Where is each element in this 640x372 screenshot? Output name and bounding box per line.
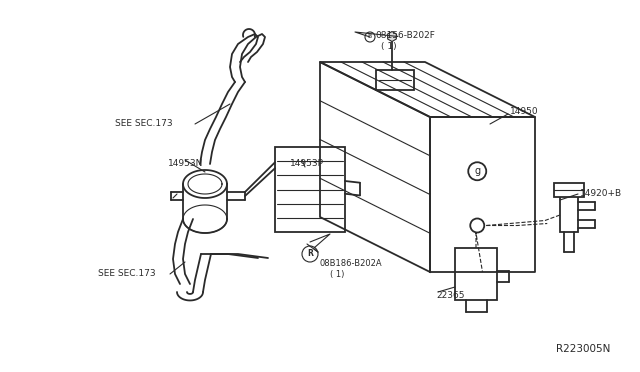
Text: R: R xyxy=(307,250,313,259)
Text: 14953N: 14953N xyxy=(168,160,204,169)
Text: SEE SEC.173: SEE SEC.173 xyxy=(98,269,156,279)
Text: ( 1): ( 1) xyxy=(330,270,344,279)
Bar xyxy=(455,248,497,300)
Text: R223005N: R223005N xyxy=(556,344,610,354)
Bar xyxy=(554,183,584,197)
Text: B: B xyxy=(368,35,372,39)
Text: 08B186-B202A: 08B186-B202A xyxy=(320,260,383,269)
Text: SEE SEC.173: SEE SEC.173 xyxy=(115,119,173,128)
Text: 14950: 14950 xyxy=(510,108,539,116)
Bar xyxy=(275,147,345,232)
Text: 08156-B202F: 08156-B202F xyxy=(375,32,435,41)
Text: 22365: 22365 xyxy=(436,292,465,301)
Text: 14920+B: 14920+B xyxy=(580,189,622,199)
Bar xyxy=(560,187,578,232)
Text: 14953P: 14953P xyxy=(290,160,324,169)
Text: g: g xyxy=(474,166,480,176)
Text: ( 1): ( 1) xyxy=(381,42,397,51)
Bar xyxy=(376,70,414,90)
